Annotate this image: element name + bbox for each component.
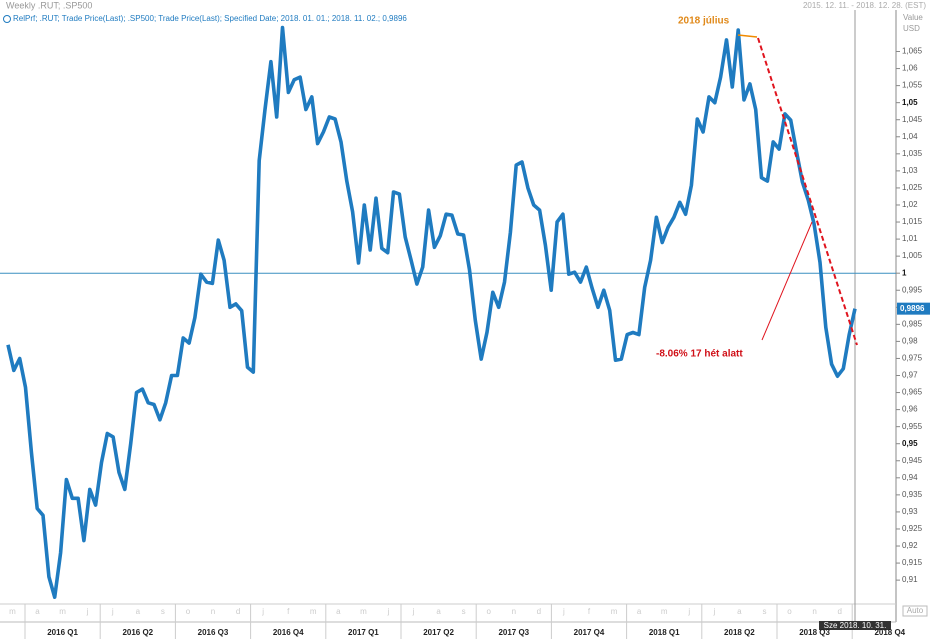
y-tick-label: 0,92	[902, 541, 918, 550]
month-label: a	[336, 607, 341, 616]
month-label: f	[287, 607, 290, 616]
x-tick-label: 2016 Q4	[273, 628, 304, 637]
annotation: 2018 július	[678, 16, 730, 27]
y-tick-label: 1,03	[902, 166, 918, 175]
x-tick-label: 2016 Q1	[47, 628, 78, 637]
y-tick-label: 0,91	[902, 575, 918, 584]
y-tick-label: 0,935	[902, 490, 923, 499]
month-label: d	[837, 607, 841, 616]
y-tick-label: 0,945	[902, 456, 923, 465]
month-label: m	[611, 607, 618, 616]
y-tick-label: 1,045	[902, 115, 923, 124]
month-label: j	[687, 607, 690, 616]
month-label: n	[812, 607, 816, 616]
month-label: a	[35, 607, 40, 616]
month-label: j	[562, 607, 565, 616]
month-label: j	[412, 607, 415, 616]
y-tick-label: 0,965	[902, 388, 923, 397]
cursor-tag	[819, 621, 891, 630]
data-line	[6, 25, 857, 599]
month-label: o	[186, 607, 191, 616]
month-label: a	[737, 607, 742, 616]
month-label: j	[86, 607, 89, 616]
x-tick-label: 2018 Q4	[874, 628, 905, 637]
cursor-label: Sze 2018. 10. 31.	[824, 621, 887, 630]
x-tick-label: 2018 Q2	[724, 628, 755, 637]
trend-line	[757, 37, 858, 346]
auto-button[interactable]	[902, 605, 928, 617]
month-label: s	[762, 607, 766, 616]
y-tick-label: 1,06	[902, 64, 918, 73]
x-tick-label: 2017 Q1	[348, 628, 379, 637]
y-tick-label: 0,97	[902, 371, 918, 380]
y-tick-label: 1	[902, 268, 907, 277]
y-axis-unit: USD	[903, 24, 920, 33]
y-tick-label: 0,995	[902, 285, 923, 294]
month-label: m	[310, 607, 317, 616]
y-tick-label: 1,04	[902, 132, 918, 141]
month-label: m	[661, 607, 668, 616]
y-tick-label: 1,025	[902, 183, 923, 192]
x-tick-label: 2016 Q2	[122, 628, 153, 637]
x-tick-label: 2017 Q2	[423, 628, 454, 637]
annotation-marker	[737, 34, 758, 38]
y-tick-label: 1,02	[902, 200, 918, 209]
month-label: n	[512, 607, 516, 616]
date-range: 2015. 12. 11. - 2018. 12. 28. (EST)	[803, 1, 926, 10]
month-label: o	[787, 607, 792, 616]
auto-label[interactable]: Auto	[907, 606, 924, 615]
y-tick-label: 0,915	[902, 558, 923, 567]
y-tick-label: 1,05	[902, 98, 918, 107]
y-tick-label: 0,94	[902, 473, 918, 482]
y-tick-label: 1,055	[902, 81, 923, 90]
y-tick-label: 0,96	[902, 405, 918, 414]
y-tick-label: 1,035	[902, 149, 923, 158]
value-tag	[897, 302, 930, 315]
y-tick-label: 0,955	[902, 422, 923, 431]
y-tick-label: 0,925	[902, 524, 923, 533]
month-label: m	[9, 607, 16, 616]
month-label: j	[111, 607, 114, 616]
month-label: m	[360, 607, 367, 616]
month-label: f	[588, 607, 591, 616]
annotation: -8.06% 17 hét alatt	[656, 349, 743, 360]
y-tick-label: 0,95	[902, 439, 918, 448]
month-label: n	[211, 607, 215, 616]
x-tick-label: 2017 Q3	[498, 628, 529, 637]
month-label: o	[487, 607, 492, 616]
x-tick-label: 2016 Q3	[198, 628, 229, 637]
y-tick-label: 1,065	[902, 47, 923, 56]
month-label: j	[387, 607, 390, 616]
x-tick-label: 2017 Q4	[574, 628, 605, 637]
value-tag-label: 0,9896	[900, 304, 925, 313]
month-label: a	[136, 607, 141, 616]
y-tick-label: 1,01	[902, 234, 918, 243]
y-tick-label: 0,985	[902, 319, 923, 328]
y-tick-label: 0,98	[902, 337, 918, 346]
month-label: j	[712, 607, 715, 616]
x-tick-label: 2018 Q1	[649, 628, 680, 637]
y-axis-label: Value	[903, 13, 923, 22]
y-tick-label: 1,015	[902, 217, 923, 226]
annotation-pointer	[761, 221, 813, 341]
y-tick-label: 0,975	[902, 354, 923, 363]
legend-icon	[3, 15, 11, 23]
month-label: j	[261, 607, 264, 616]
chart-title: Weekly .RUT; .SP500	[6, 0, 92, 10]
y-tick-label: 1,005	[902, 251, 923, 260]
x-tick-label: 2018 Q3	[799, 628, 830, 637]
month-label: s	[462, 607, 466, 616]
month-label: d	[236, 607, 240, 616]
month-label: d	[537, 607, 541, 616]
month-label: s	[161, 607, 165, 616]
legend-entry: RelPrf; .RUT; Trade Price(Last); .SP500;…	[13, 14, 407, 23]
month-label: a	[637, 607, 642, 616]
month-label: m	[59, 607, 66, 616]
month-label: a	[436, 607, 441, 616]
y-tick-label: 0,93	[902, 507, 918, 516]
